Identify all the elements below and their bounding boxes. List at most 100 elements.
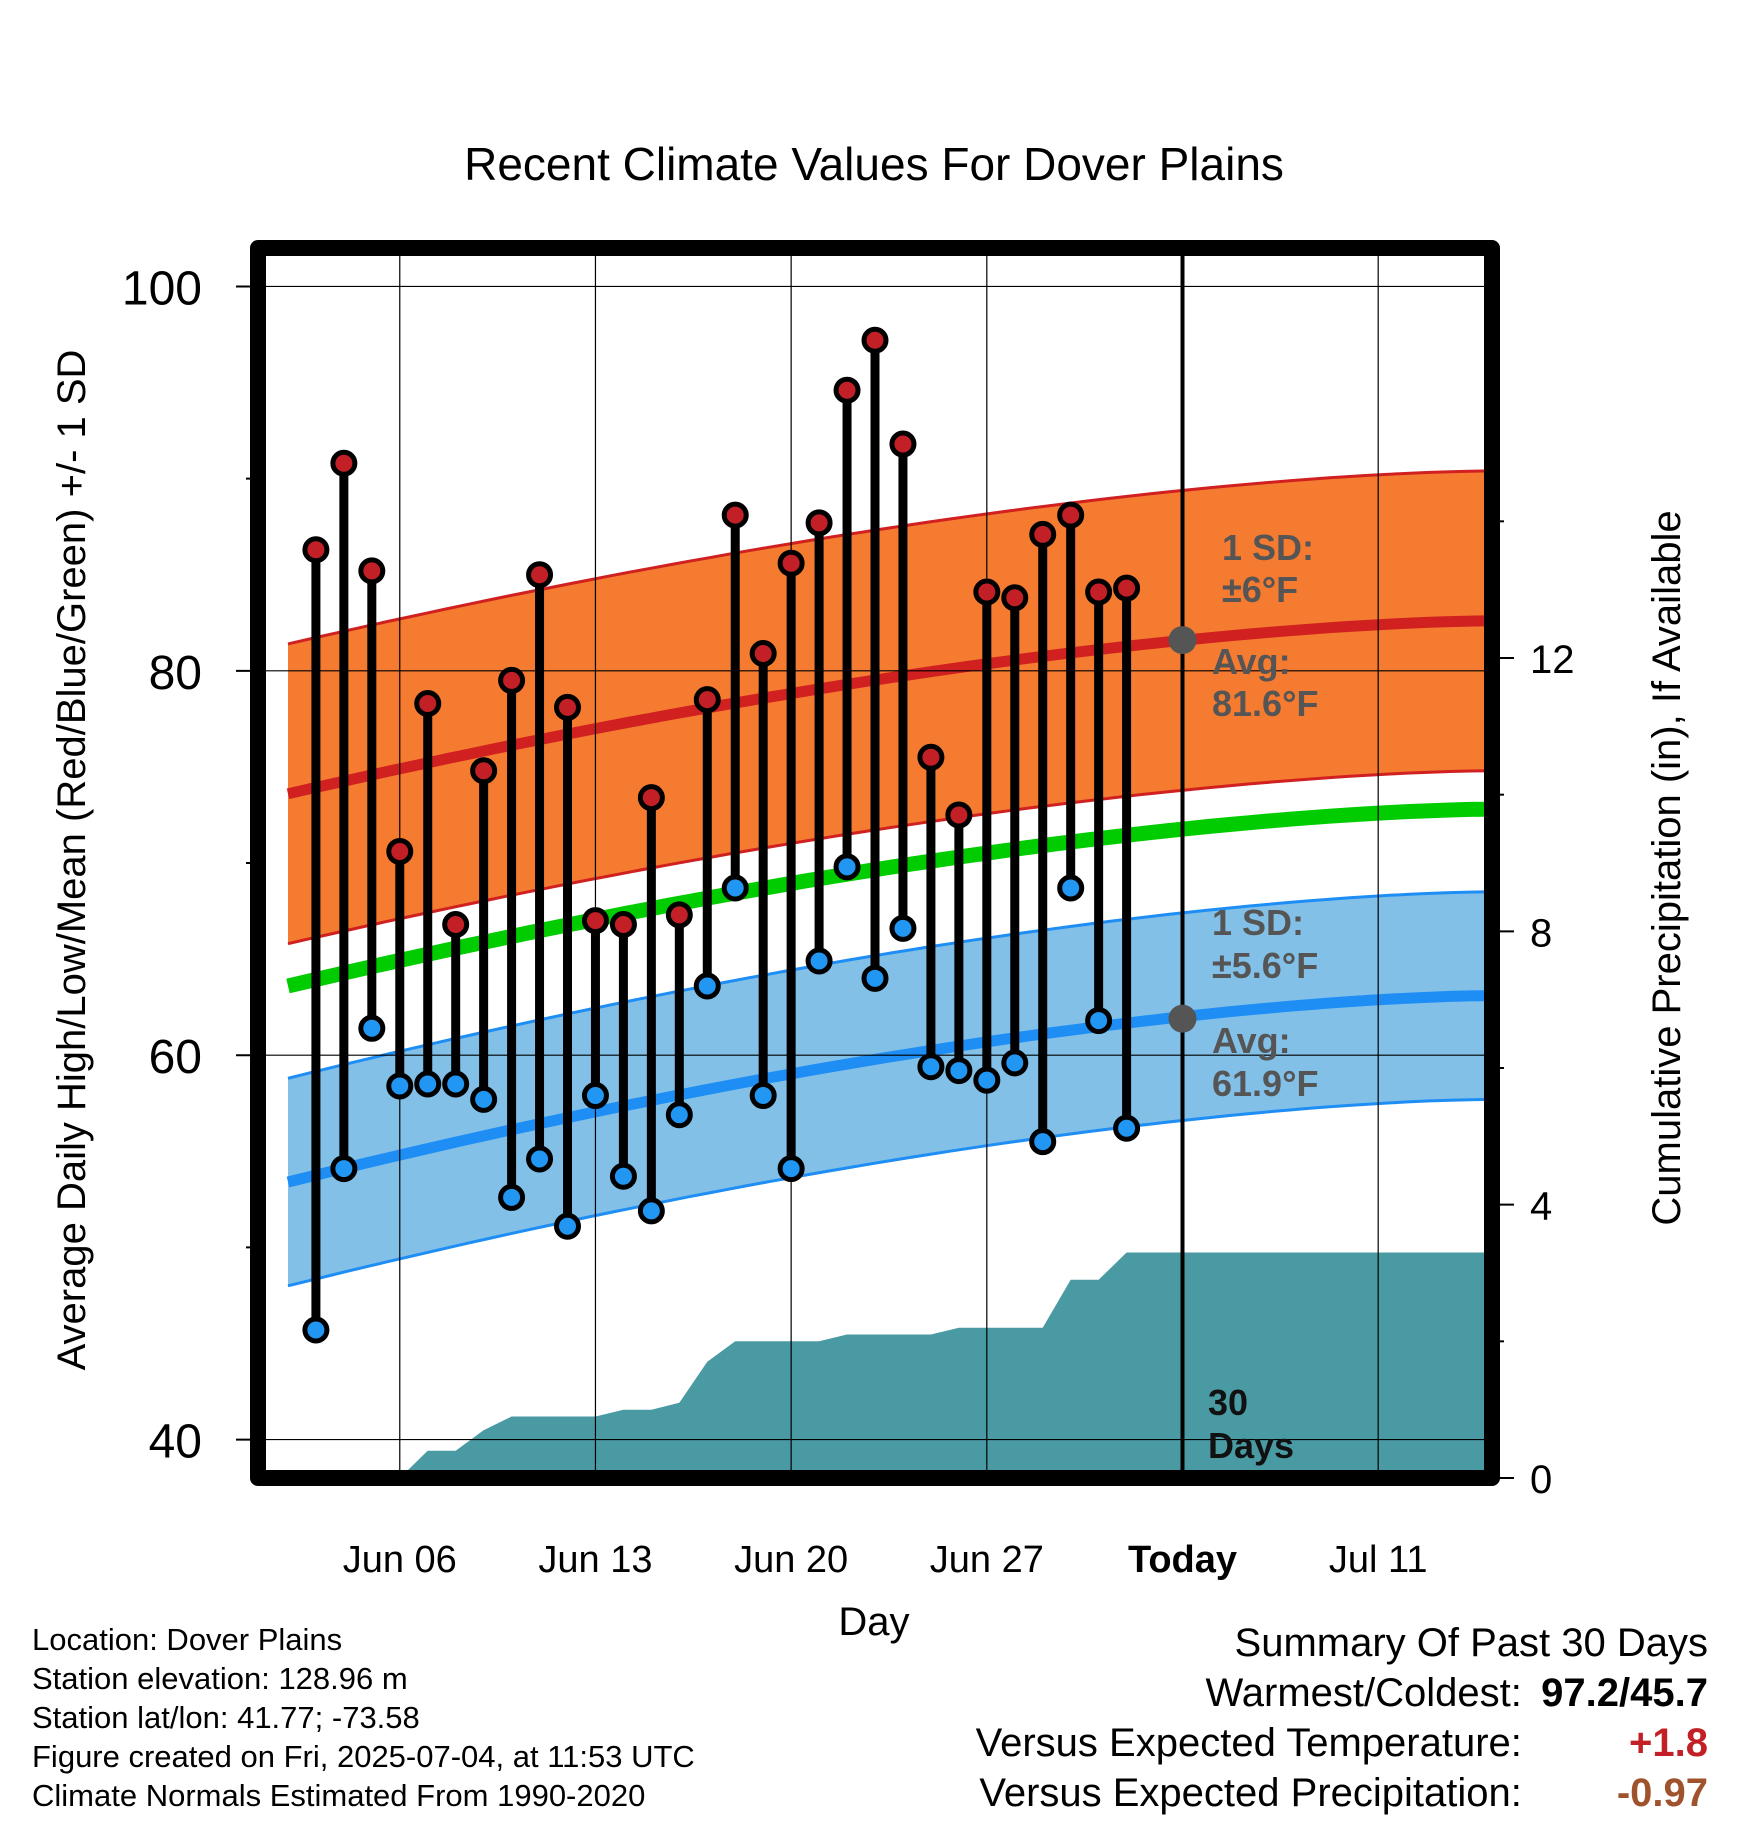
high-normal-line	[286, 615, 1491, 800]
low-point	[833, 853, 861, 881]
precip-value: -0.97	[1616, 1771, 1708, 1815]
low-point	[861, 964, 889, 992]
y-axis-label-left: Average Daily High/Low/Mean (Red/Blue/Gr…	[50, 350, 94, 1371]
low-point	[526, 1145, 554, 1173]
high-point	[973, 578, 1001, 606]
low-point	[1085, 1007, 1113, 1035]
high-point	[1029, 520, 1057, 548]
x-tick-label: Jun 13	[538, 1539, 652, 1581]
low-point	[889, 914, 917, 942]
high-point	[889, 430, 917, 458]
low-point	[302, 1316, 330, 1344]
y2-tick-label: 0	[1530, 1458, 1552, 1502]
y2-tick-label: 4	[1530, 1185, 1552, 1229]
low-sd-value: ±5.6°F	[1212, 945, 1318, 986]
high-point	[609, 911, 637, 938]
precip-area	[399, 1252, 1490, 1478]
high-sd-value: ±6°F	[1222, 569, 1298, 610]
high-point	[1085, 578, 1113, 606]
summary-precip: Versus Expected Precipitation: -0.97	[976, 1768, 1708, 1818]
high-avg-value: 81.6°F	[1212, 683, 1318, 724]
high-sd-label: 1 SD:	[1222, 527, 1314, 568]
low-point	[442, 1070, 470, 1098]
summary-temp: Versus Expected Temperature: +1.8	[976, 1718, 1708, 1768]
low-point	[498, 1183, 526, 1211]
low-point	[414, 1070, 442, 1098]
high-avg-label: Avg:	[1212, 641, 1291, 682]
high-point	[386, 837, 414, 865]
high-point	[749, 640, 777, 668]
low-sd-label: 1 SD:	[1212, 902, 1304, 943]
low-point	[1057, 874, 1085, 902]
info-created: Figure created on Fri, 2025-07-04, at 11…	[32, 1739, 695, 1774]
high-point	[1001, 584, 1029, 612]
high-point	[945, 801, 973, 829]
high-point	[665, 901, 693, 929]
high-point	[693, 686, 721, 714]
low-point	[805, 947, 833, 975]
high-point	[721, 501, 749, 529]
y-tick-label: 40	[149, 1416, 202, 1469]
y-axis-label-right: Cumulative Precipitation (in), If Availa…	[1645, 510, 1689, 1225]
y-tick-label: 60	[149, 1031, 202, 1084]
temp-value: +1.8	[1629, 1721, 1708, 1765]
low-point	[1113, 1114, 1141, 1142]
low-point	[330, 1155, 358, 1183]
high-point	[470, 757, 498, 785]
high-point	[917, 743, 945, 771]
x-tick-label: Jul 11	[1329, 1539, 1428, 1581]
x-tick-label: Jun 06	[343, 1539, 457, 1581]
warm-cold-label: Warmest/Coldest:	[1205, 1671, 1522, 1715]
info-normals: Climate Normals Estimated From 1990-2020	[32, 1778, 646, 1813]
high-point	[833, 376, 861, 404]
high-point	[1057, 501, 1085, 529]
x-tick-label: Jun 27	[930, 1539, 1044, 1581]
low-sd-band-lower-edge	[287, 1097, 1491, 1288]
y2-tick-label: 8	[1530, 911, 1552, 955]
low-point	[777, 1155, 805, 1183]
station-info: Location: Dover Plains Station elevation…	[32, 1620, 695, 1815]
window-days-label: Days	[1208, 1425, 1294, 1466]
info-latlon: Station lat/lon: 41.77; -73.58	[32, 1700, 420, 1735]
high-point	[1113, 574, 1141, 602]
warm-cold-value: 97.2/45.7	[1541, 1671, 1708, 1715]
precip-label: Versus Expected Precipitation:	[979, 1771, 1522, 1815]
today-low-avg-marker	[1168, 1004, 1197, 1033]
y-tick-label: 80	[149, 647, 202, 700]
high-point	[637, 784, 665, 812]
low-point	[973, 1066, 1001, 1094]
low-point	[1001, 1049, 1029, 1077]
low-point	[1029, 1128, 1057, 1156]
high-point	[777, 549, 805, 577]
window-days-number: 30	[1208, 1382, 1248, 1423]
low-point	[581, 1082, 609, 1110]
today-high-avg-marker	[1168, 626, 1197, 655]
mean-normal-line	[286, 801, 1491, 994]
y2-tick-label: 12	[1530, 638, 1575, 682]
low-point	[609, 1162, 637, 1190]
high-sd-band	[288, 470, 1490, 944]
low-point	[470, 1085, 498, 1113]
high-point	[302, 536, 330, 564]
low-point	[693, 972, 721, 1000]
low-normal-line	[286, 990, 1491, 1188]
low-sd-band	[288, 891, 1490, 1286]
high-point	[554, 693, 581, 721]
x-axis-label: Day	[838, 1600, 909, 1644]
low-point	[749, 1082, 777, 1110]
low-point	[637, 1197, 665, 1225]
low-point	[721, 874, 749, 902]
high-point	[498, 666, 526, 694]
summary-warm-cold: Warmest/Coldest: 97.2/45.7	[976, 1668, 1709, 1718]
high-point	[442, 911, 470, 938]
high-sd-band-upper-edge	[287, 469, 1491, 646]
x-tick-label: Jun 20	[734, 1539, 848, 1581]
summary-panel: Summary Of Past 30 Days Warmest/Coldest:…	[976, 1618, 1708, 1818]
low-point	[554, 1212, 581, 1240]
low-point	[358, 1014, 386, 1042]
high-point	[358, 557, 386, 585]
high-point	[805, 509, 833, 537]
high-point	[861, 326, 889, 354]
